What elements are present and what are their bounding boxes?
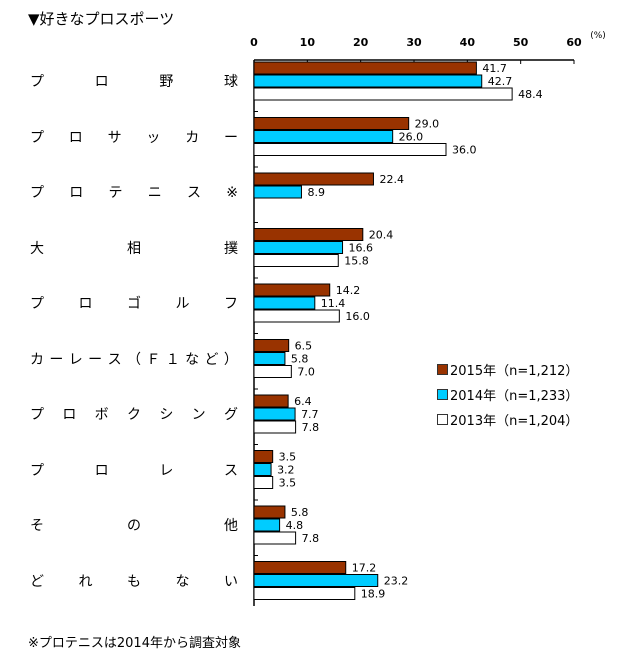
bar-value-label: 8.9 [307, 186, 325, 199]
bar [253, 296, 316, 310]
bar-value-label: 16.6 [349, 242, 374, 255]
category-label: プロレス [30, 462, 238, 479]
x-tick-label: 50 [513, 36, 529, 49]
chart-title: ▼好きなプロスポーツ [28, 10, 175, 28]
bar [253, 172, 374, 186]
category-label: どれもない [30, 573, 238, 590]
bar [253, 394, 289, 408]
bar-value-label: 26.0 [399, 131, 424, 144]
bar [253, 74, 483, 88]
unit-label: (%) [590, 31, 606, 41]
legend-swatch [437, 414, 448, 425]
bar [253, 87, 513, 101]
bar-value-label: 3.2 [277, 464, 295, 477]
category-label: その他 [30, 518, 238, 534]
bar [253, 143, 447, 156]
bar [253, 339, 290, 352]
bar-value-label: 7.8 [302, 421, 320, 434]
bar-value-label: 18.9 [361, 588, 386, 601]
bar [253, 241, 344, 254]
bar-value-label: 23.2 [384, 575, 409, 588]
bar-value-label: 48.4 [518, 88, 543, 101]
bar-value-label: 20.4 [369, 229, 394, 242]
category-label: プロサッカー [30, 129, 238, 146]
bar-value-label: 22.4 [379, 173, 404, 186]
legend-label: 2014年（n=1,233） [450, 389, 579, 404]
legend-item: 2014年（n=1,233） [437, 385, 578, 404]
bar [253, 185, 302, 199]
bar-value-label: 7.7 [301, 408, 319, 421]
bar-value-label: 16.0 [345, 310, 370, 323]
bar [253, 587, 356, 600]
bar [253, 518, 281, 532]
x-tick-label: 0 [250, 36, 258, 49]
legend-label: 2015年（n=1,212） [450, 364, 579, 379]
bar [253, 450, 274, 463]
bar-value-label: 29.0 [415, 118, 440, 131]
bar [253, 505, 286, 519]
bar-value-label: 36.0 [452, 144, 477, 157]
category-label: プロ野球 [30, 74, 238, 90]
bar [253, 463, 272, 476]
x-tick-label: 10 [300, 36, 316, 49]
legend-item: 2013年（n=1,204） [437, 410, 578, 429]
bar [253, 365, 292, 378]
bar-value-label: 41.7 [482, 62, 507, 75]
x-tick-label: 60 [566, 36, 582, 49]
bar-value-label: 5.8 [291, 353, 309, 366]
category-label: プロゴルフ [30, 296, 238, 312]
category-label: プロボクシング [30, 407, 238, 423]
bar-value-label: 4.8 [286, 519, 304, 532]
bar [253, 561, 347, 574]
bar-value-label: 15.8 [344, 255, 369, 268]
legend-item: 2015年（n=1,212） [437, 360, 578, 379]
bar [253, 309, 340, 323]
bar-value-label: 6.4 [294, 395, 312, 408]
bar-value-label: 17.2 [352, 562, 377, 575]
bar [253, 61, 477, 75]
bar [253, 352, 286, 365]
footnote: ※プロテニスは2014年から調査対象 [28, 636, 241, 651]
bar [253, 117, 410, 130]
bar [253, 254, 339, 267]
bar-value-label: 14.2 [336, 284, 361, 297]
x-tick-label: 40 [460, 36, 476, 49]
x-tick-label: 30 [406, 36, 422, 49]
bar-value-label: 42.7 [488, 75, 513, 88]
bar [253, 531, 297, 545]
legend-swatch [437, 389, 448, 400]
legend-label: 2013年（n=1,204） [450, 414, 579, 429]
bar [253, 476, 274, 489]
bar-value-label: 7.8 [302, 532, 320, 545]
bar [253, 130, 394, 143]
x-tick-label: 20 [353, 36, 369, 49]
bar [253, 407, 296, 421]
bar [253, 574, 379, 587]
bar-value-label: 3.5 [279, 451, 297, 464]
bar [253, 283, 331, 297]
bar [253, 420, 297, 434]
bar-value-label: 11.4 [321, 297, 346, 310]
bar-value-label: 5.8 [291, 506, 309, 519]
bar-value-label: 6.5 [295, 340, 313, 353]
legend-swatch [437, 364, 448, 375]
category-label: 大相撲 [30, 240, 238, 257]
category-label: カーレース（Ｆ １ など） [30, 351, 238, 368]
bar-value-label: 3.5 [279, 477, 297, 490]
bar [253, 228, 364, 241]
bar-value-label: 7.0 [297, 366, 315, 379]
category-label: プロテニス ※ [30, 185, 238, 201]
